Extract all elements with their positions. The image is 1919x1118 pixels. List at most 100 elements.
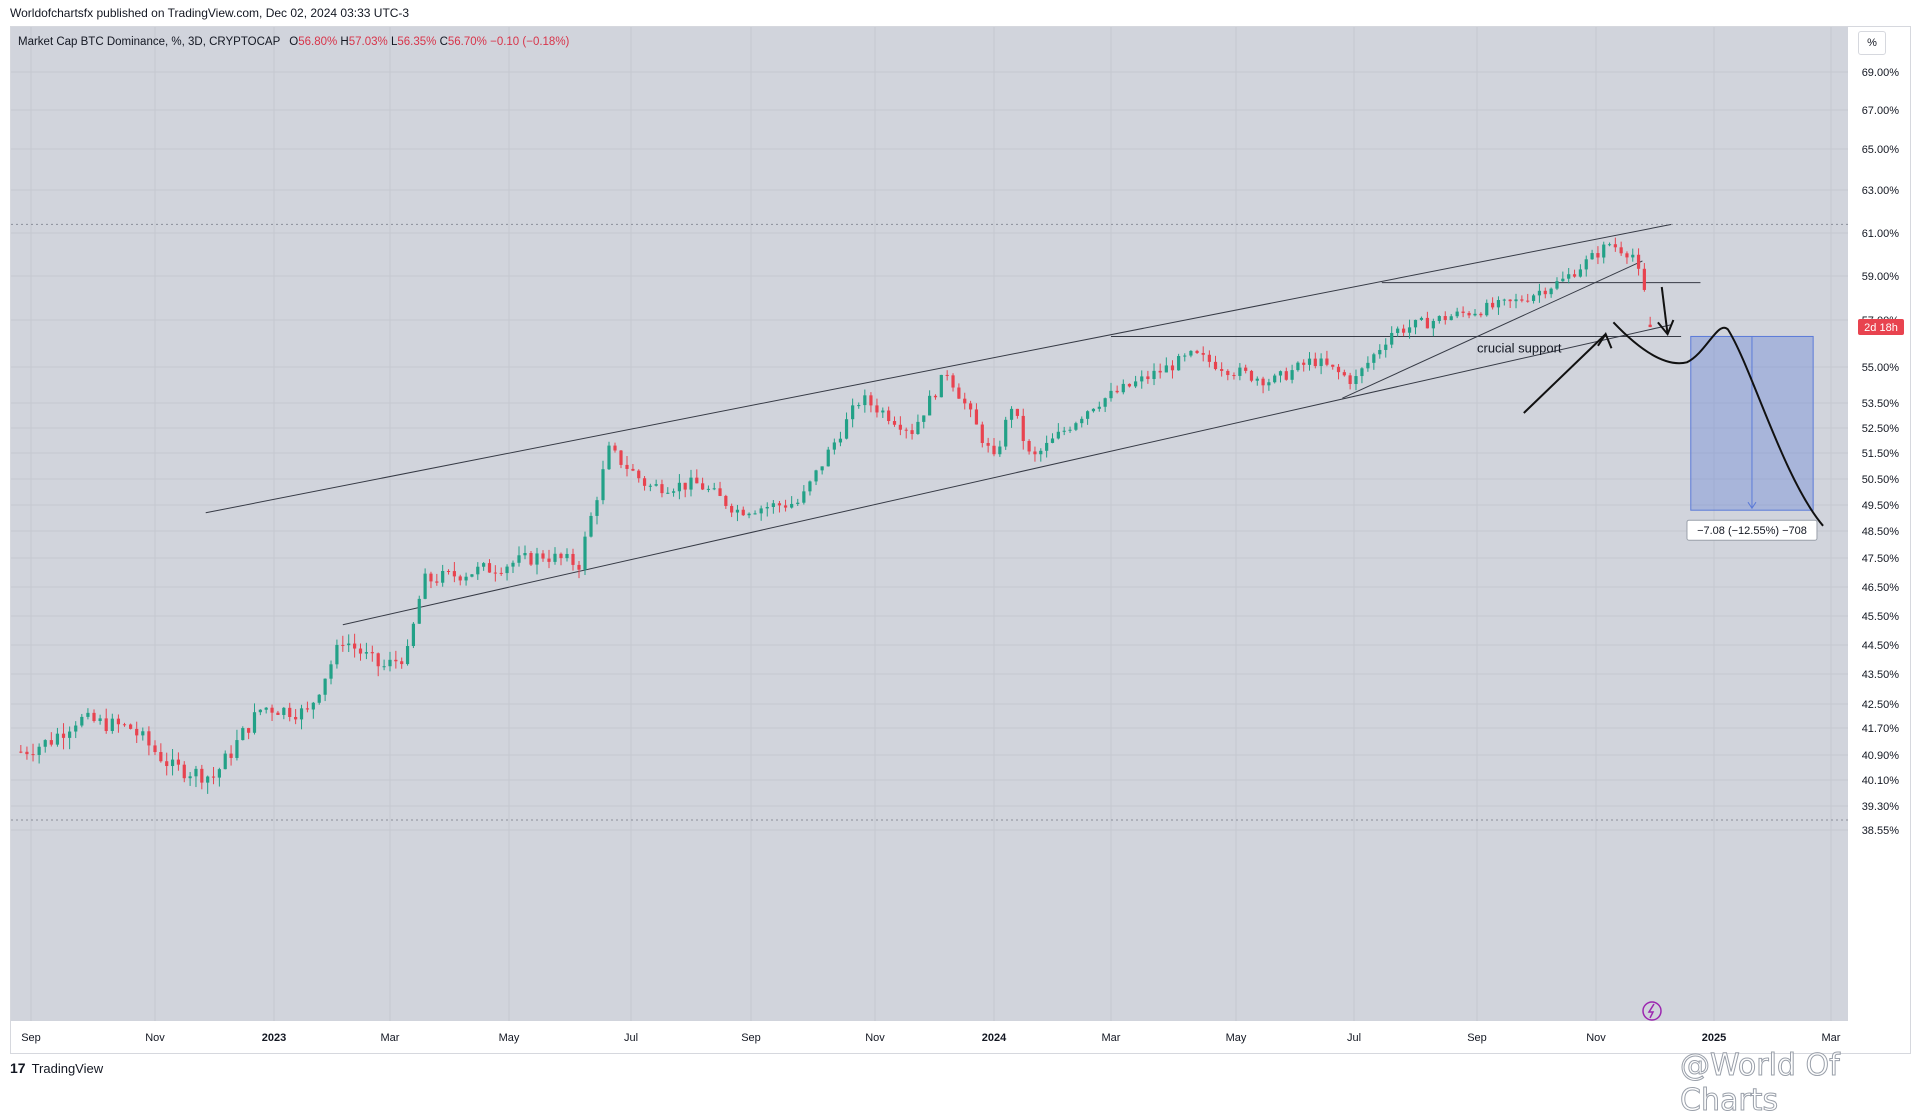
candle-body: [31, 754, 35, 756]
candle-body: [182, 764, 186, 779]
candle-body: [753, 513, 757, 515]
time-tick-label: May: [499, 1032, 520, 1044]
candle-body: [1467, 312, 1471, 316]
candle-body: [777, 503, 782, 506]
candle-body: [1631, 254, 1635, 258]
candle-body: [1177, 356, 1181, 371]
candle-body: [1313, 358, 1317, 367]
annotation-crucial-support: crucial support: [1477, 340, 1562, 355]
high-label: H: [340, 36, 349, 48]
time-tick-label: Nov: [145, 1032, 165, 1044]
candle-body: [229, 753, 233, 758]
candle-body: [565, 553, 569, 559]
time-axis: Sep Nov 2023 Mar May Jul Sep Nov 2024 Mar May Jul Se…: [11, 1021, 1848, 1051]
candle-body: [1502, 299, 1506, 301]
candle-body: [802, 491, 806, 503]
time-tick-label: Sep: [741, 1032, 761, 1044]
time-tick-label: 2023: [262, 1032, 286, 1044]
candle-body: [1213, 361, 1218, 370]
trend-drawings: [11, 223, 1848, 821]
price-tick-label: 38.55%: [1862, 825, 1900, 837]
candle-body: [1520, 299, 1524, 301]
channel-bottom-line: [342, 324, 1672, 626]
candle-body: [631, 468, 635, 471]
last-price-badge: [1858, 319, 1904, 336]
candle-body: [724, 495, 728, 506]
candle-body: [1613, 244, 1617, 248]
candle-body: [1384, 344, 1388, 350]
candle-body: [305, 708, 310, 710]
candle-body: [1009, 408, 1014, 420]
candle-body: [571, 553, 575, 565]
candle-body: [206, 776, 210, 783]
candle-body: [765, 506, 769, 509]
chart-canvas[interactable]: −7.08 (−12.55%) −708 crucial support 69.0…: [0, 0, 1919, 1087]
candle-body: [583, 536, 587, 570]
candle-body: [1033, 451, 1037, 455]
candle-body: [223, 753, 227, 770]
candle-body: [1015, 408, 1019, 416]
price-tick-label: 47.50%: [1862, 553, 1900, 565]
candle-body: [1479, 313, 1483, 316]
price-tick-label: 39.30%: [1862, 801, 1900, 813]
footer-brand[interactable]: TradingView: [31, 1060, 104, 1076]
candle-body: [1555, 281, 1559, 289]
candle-body: [341, 644, 345, 646]
percent-scale-button[interactable]: %: [1858, 31, 1886, 55]
candle-body: [1537, 290, 1542, 296]
candle-body: [452, 571, 456, 577]
candle-body: [1602, 244, 1606, 258]
candle-body: [1461, 311, 1465, 313]
candle-body: [1244, 367, 1248, 371]
candle-body: [1027, 441, 1031, 452]
candle-body: [1074, 423, 1078, 430]
candle-body: [1140, 376, 1144, 382]
candle-body: [394, 659, 398, 662]
candle-body: [476, 566, 480, 575]
measure-label-box: [1686, 519, 1818, 541]
price-axis: 69.00%67.00%65.00%63.00%61.00%59.00%57.0…: [1848, 27, 1909, 1052]
candle-body: [122, 724, 127, 726]
time-axis-bg: [11, 1021, 1848, 1051]
last-price-countdown: 2d 18h: [1864, 322, 1898, 334]
candle-body: [869, 395, 873, 406]
candle-body: [992, 445, 996, 455]
candle-body: [1401, 328, 1406, 333]
time-tick-label: Sep: [1467, 1032, 1487, 1044]
candle-body: [423, 573, 427, 599]
candle-body: [1648, 324, 1652, 328]
candle-body: [928, 395, 932, 416]
time-tick-label: Jul: [1347, 1032, 1361, 1044]
candle-body: [1097, 406, 1101, 409]
candle-body: [875, 405, 879, 413]
candle-body: [1273, 375, 1277, 383]
candle-body: [741, 509, 745, 516]
candle-body: [217, 769, 221, 778]
candle-body: [323, 678, 327, 695]
candle-body: [1267, 382, 1271, 386]
candle-body: [553, 553, 557, 562]
inner-rising-line: [1342, 260, 1643, 399]
candle-body: [541, 553, 545, 559]
candle-body: [104, 718, 108, 731]
price-tick-label: 61.00%: [1862, 228, 1900, 240]
candle-body: [264, 707, 268, 710]
open-label: O: [289, 36, 299, 48]
time-tick-label: 2025: [1702, 1032, 1726, 1044]
high-value: 57.03%: [348, 36, 388, 48]
candle-body: [458, 576, 462, 581]
candle-body: [1584, 259, 1588, 270]
candle-body: [939, 374, 943, 398]
replay-icon[interactable]: [1642, 1001, 1662, 1021]
candle-body: [933, 395, 938, 398]
candle-body: [1238, 367, 1242, 376]
candle-body: [814, 470, 818, 482]
time-tick-label: Mar: [1102, 1032, 1121, 1044]
candle-body: [194, 768, 198, 777]
candle-body: [55, 733, 60, 745]
candle-body: [170, 759, 175, 767]
candle-body: [701, 483, 705, 490]
candle-body: [1039, 450, 1043, 455]
symbol-legend: Market Cap BTC Dominance, %, 3D, CRYPTOC…: [18, 36, 569, 48]
candle-body: [270, 707, 274, 713]
